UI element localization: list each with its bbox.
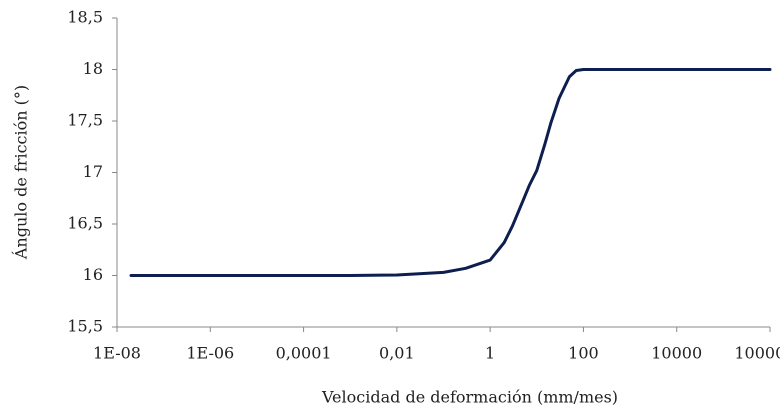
y-tick-label: 17	[83, 162, 103, 181]
x-tick-label: 1000000	[734, 344, 780, 363]
data-line	[129, 68, 772, 277]
x-tick-label: 1E-08	[93, 344, 141, 363]
x-tick-label: 1	[485, 344, 495, 363]
y-tick-label: 18,5	[67, 8, 103, 27]
y-tick-label: 16,5	[67, 214, 103, 233]
x-tick-label: 1E-06	[186, 344, 234, 363]
x-tick-label: 10000	[651, 344, 702, 363]
x-tick-label: 0,0001	[276, 344, 332, 363]
x-axis-title: Velocidad de deformación (mm/mes)	[321, 388, 618, 407]
y-tick-label: 17,5	[67, 111, 103, 130]
x-tick-label: 0,01	[379, 344, 415, 363]
y-tick-label: 18	[83, 59, 103, 78]
y-axis-title: Ángulo de fricción (°)	[11, 85, 31, 260]
x-tick-label: 100	[568, 344, 599, 363]
y-tick-label: 15,5	[67, 317, 103, 336]
y-tick-label: 16	[83, 265, 103, 284]
